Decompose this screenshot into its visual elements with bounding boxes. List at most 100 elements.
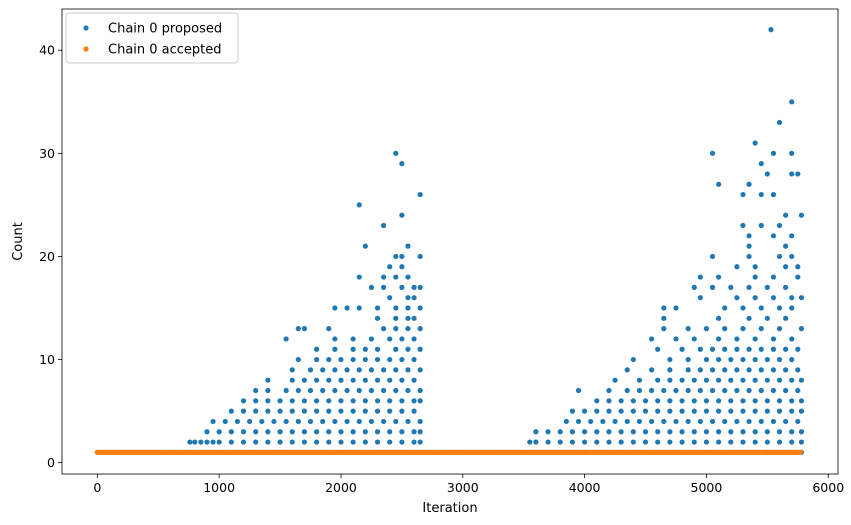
proposed-point [545,429,551,435]
proposed-point [405,295,411,301]
proposed-point [411,356,417,363]
proposed-point [301,408,308,414]
proposed-point [636,387,643,394]
y-tick-label: 0 [47,455,55,470]
proposed-point [405,326,411,332]
proposed-point [789,99,795,105]
proposed-point [679,346,685,352]
proposed-point [411,398,417,404]
proposed-point [752,398,758,404]
proposed-point [533,439,539,445]
proposed-point [399,356,405,363]
proposed-point [649,367,655,373]
proposed-point [697,418,703,425]
proposed-point [411,284,417,290]
proposed-point [783,212,789,218]
proposed-point [740,408,746,414]
proposed-point [649,336,655,342]
proposed-point [350,377,356,383]
proposed-point [709,253,716,260]
proposed-point [703,377,710,383]
proposed-point [783,346,789,352]
proposed-point [350,398,356,404]
proposed-point [301,377,308,383]
proposed-point [320,367,326,373]
proposed-point [691,398,697,404]
proposed-point [728,284,734,290]
proposed-point [259,418,265,425]
proposed-point [789,377,795,383]
proposed-point [356,367,362,373]
legend-label-proposed: Chain 0 proposed [108,22,222,37]
proposed-point [204,429,210,435]
proposed-point [709,367,716,373]
proposed-point [716,377,722,383]
proposed-point [776,377,783,383]
proposed-point [332,305,338,311]
proposed-point [362,429,368,435]
proposed-point [417,418,423,425]
proposed-point [618,398,624,404]
proposed-point [216,439,222,445]
proposed-point [783,387,789,394]
proposed-point [764,408,770,414]
proposed-point [740,305,746,311]
proposed-point [667,367,673,373]
plot-area [61,8,839,475]
proposed-point [661,326,667,332]
proposed-point [758,326,764,332]
proposed-point [776,119,783,126]
proposed-point [362,398,368,404]
proposed-point [624,367,630,373]
proposed-point [393,387,399,394]
proposed-point [667,429,673,435]
proposed-point [661,315,667,321]
proposed-point [728,439,734,445]
proposed-point [569,429,576,435]
proposed-point [764,284,770,290]
proposed-point [758,346,764,352]
proposed-point [789,408,795,414]
proposed-point [356,387,362,394]
proposed-point [393,346,399,352]
proposed-point [344,367,350,373]
legend-box [65,12,239,64]
proposed-point [630,356,636,363]
proposed-point [740,356,746,363]
proposed-point [387,398,393,404]
proposed-point [697,274,703,280]
proposed-point [338,439,344,445]
proposed-point [240,408,247,414]
proposed-point [728,408,734,414]
proposed-point [338,356,344,363]
proposed-point [746,346,752,352]
proposed-point [393,305,399,311]
proposed-point [770,295,777,301]
proposed-point [350,356,356,363]
proposed-point [332,387,338,394]
proposed-point [362,408,368,414]
proposed-point [661,387,667,394]
proposed-point [764,377,770,383]
proposed-point [216,429,222,435]
legend-label-accepted: Chain 0 accepted [108,43,222,58]
proposed-point [417,398,423,404]
proposed-point [381,418,387,425]
proposed-point [758,305,764,311]
proposed-point [734,387,740,394]
proposed-point [277,408,283,414]
proposed-point [624,387,630,394]
proposed-point [387,336,393,342]
proposed-point [716,315,722,321]
proposed-point [752,429,758,435]
proposed-point [344,387,350,394]
proposed-point [405,418,411,425]
proposed-point [557,429,563,435]
proposed-point [338,408,344,414]
proposed-point [350,408,356,414]
proposed-point [368,387,375,394]
proposed-point [768,27,774,33]
proposed-point [314,377,320,383]
proposed-point [399,212,405,218]
